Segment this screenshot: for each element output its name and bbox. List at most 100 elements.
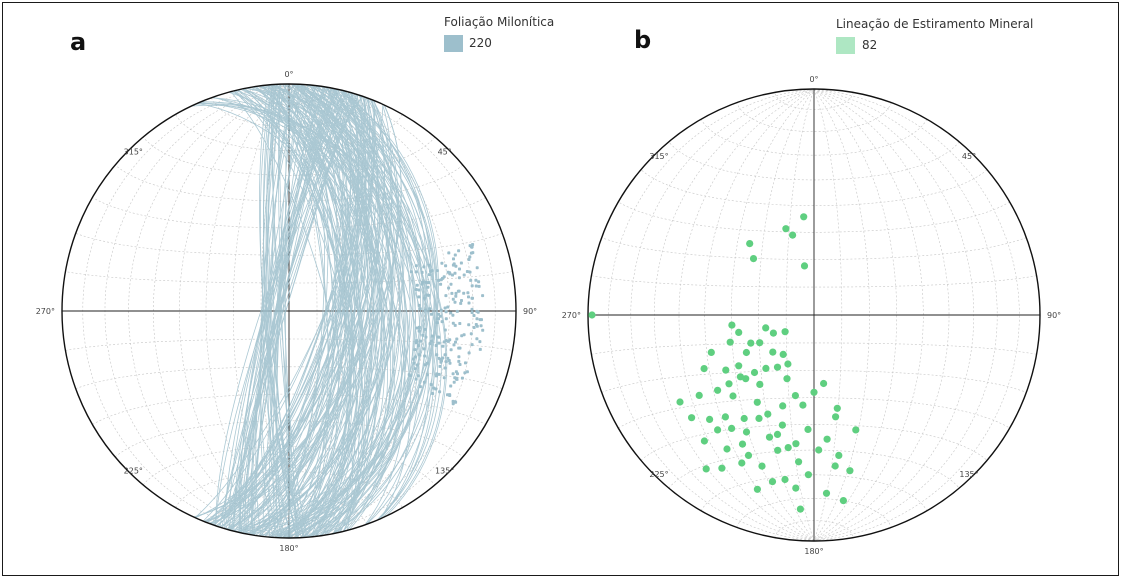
foliation-great-circle xyxy=(241,88,337,534)
rim-b: 0° 45° 90° 135° 180° 225° 270° 315° xyxy=(562,75,1061,556)
lineation-point xyxy=(702,465,710,473)
foliation-great-circle xyxy=(274,84,362,538)
foliation-pole xyxy=(435,353,439,357)
foliation-pole xyxy=(453,271,457,275)
lineation-point xyxy=(778,421,787,429)
foliation-pole xyxy=(481,294,485,298)
foliation-pole xyxy=(422,296,426,300)
foliation-pole xyxy=(470,284,474,288)
foliation-great-circle xyxy=(260,84,306,538)
lineation-point xyxy=(740,414,748,423)
lineation-point xyxy=(738,459,746,467)
foliation-great-circle xyxy=(230,91,353,531)
foliation-pole xyxy=(437,341,441,345)
foliation-pole xyxy=(454,294,458,298)
foliation-pole xyxy=(435,321,439,325)
lineation-point xyxy=(784,444,792,452)
foliation-great-circle xyxy=(279,83,347,539)
foliation-pole xyxy=(452,343,456,347)
foliation-pole xyxy=(443,366,447,370)
lineation-point xyxy=(791,392,800,400)
lineation-point xyxy=(750,368,759,377)
foliation-pole xyxy=(417,353,421,357)
lineation-point xyxy=(746,240,754,248)
legend-title-b: Lineação de Estiramento Mineral xyxy=(836,17,1034,31)
lineation-point xyxy=(738,440,747,448)
lineation-point xyxy=(688,414,696,422)
foliation-pole xyxy=(467,351,471,355)
primitive-circle xyxy=(587,88,1041,542)
grid-great-circle xyxy=(153,83,290,539)
foliation-pole xyxy=(434,344,438,347)
foliation-pole xyxy=(455,337,459,341)
lineation-point xyxy=(823,435,831,443)
foliation-pole xyxy=(444,317,448,321)
foliation-pole xyxy=(456,372,459,376)
lineation-point xyxy=(820,379,828,388)
grid-great-circle xyxy=(813,88,897,542)
foliation-great-circle xyxy=(250,86,326,536)
foliation-pole xyxy=(469,332,473,336)
foliation-pole xyxy=(423,327,427,331)
foliation-pole xyxy=(423,308,427,312)
foliation-pole xyxy=(453,253,457,257)
foliation-pole xyxy=(437,278,441,282)
foliation-pole xyxy=(443,353,447,357)
lineation-point xyxy=(721,413,730,421)
foliation-pole xyxy=(438,314,442,318)
foliation-pole xyxy=(446,339,450,343)
foliation-pole xyxy=(469,245,473,248)
foliation-pole xyxy=(409,270,413,274)
lineation-point xyxy=(792,440,800,448)
foliation-pole xyxy=(447,286,451,290)
grid-great-circle xyxy=(731,88,815,542)
foliation-great-circle xyxy=(252,86,357,536)
tick-label-45: 45° xyxy=(962,152,976,161)
foliation-great-circle xyxy=(263,84,302,538)
foliation-pole xyxy=(422,347,426,351)
foliation-pole xyxy=(422,380,426,384)
foliation-great-circle xyxy=(274,84,385,538)
lineation-point xyxy=(781,475,789,484)
foliation-pole xyxy=(472,326,476,329)
lineation-point xyxy=(804,471,813,479)
foliation-pole xyxy=(440,261,444,265)
foliation-pole xyxy=(470,343,474,347)
lineation-point xyxy=(695,391,703,399)
foliation-pole xyxy=(463,371,467,375)
foliation-pole xyxy=(439,357,443,361)
lineation-point xyxy=(758,462,766,470)
lineation-point xyxy=(755,414,763,422)
foliation-great-circle xyxy=(286,83,436,539)
foliation-pole xyxy=(414,341,418,345)
tick-label-90: 90° xyxy=(1047,311,1061,320)
foliation-great-circle xyxy=(271,84,416,538)
foliation-great-circle xyxy=(238,89,368,533)
foliation-pole xyxy=(448,271,452,275)
foliation-pole xyxy=(414,270,418,274)
foliation-pole xyxy=(417,325,421,329)
foliation-pole xyxy=(427,281,431,284)
foliation-great-circle xyxy=(240,88,388,534)
foliation-great-circle xyxy=(228,92,381,531)
foliation-pole xyxy=(416,344,420,348)
foliation-great-circle xyxy=(226,92,388,530)
foliation-pole xyxy=(413,355,417,359)
foliation-pole xyxy=(451,399,455,403)
primitive-circle xyxy=(61,83,517,539)
foliation-pole xyxy=(467,295,470,299)
tick-label-180: 180° xyxy=(804,547,823,556)
foliation-pole xyxy=(438,364,442,368)
foliation-pole xyxy=(462,333,466,337)
foliation-pole xyxy=(428,307,432,311)
foliation-great-circle xyxy=(252,86,326,536)
foliation-pole xyxy=(452,262,456,266)
stereonet-b xyxy=(588,88,1040,542)
foliation-pole xyxy=(471,296,474,300)
foliation-great-circles xyxy=(191,83,448,539)
rim-a: 0° 45° 90° 135° 180° 225° 270° 315° xyxy=(36,70,537,553)
lineation-point xyxy=(753,398,761,406)
lineation-point xyxy=(728,321,736,329)
foliation-pole xyxy=(450,291,454,295)
